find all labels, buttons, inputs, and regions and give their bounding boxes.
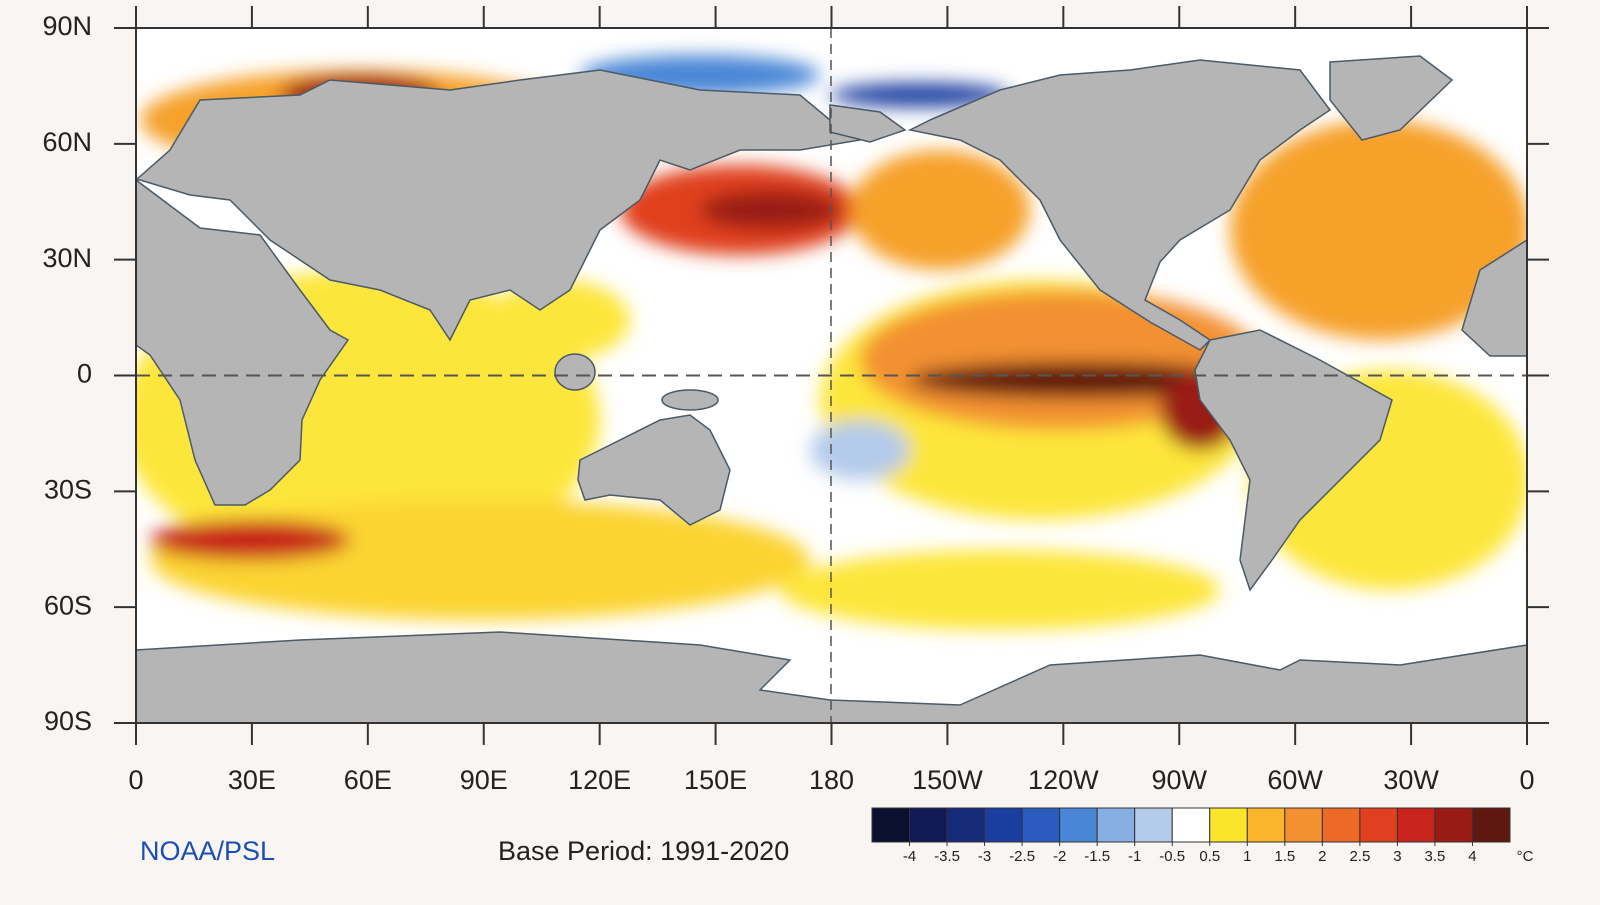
colorbar-swatch: [1396, 807, 1436, 843]
lon-tick-label: 30E: [228, 765, 276, 795]
land-chukotka: [829, 104, 907, 143]
lat-tick-label: 30S: [44, 474, 92, 504]
lat-tick-label: 30N: [42, 243, 92, 273]
land-antarctica: [136, 631, 1527, 723]
land-africa: [136, 179, 350, 506]
lon-tick-label: 0: [1519, 765, 1534, 795]
source-label: NOAA/PSL: [140, 836, 275, 866]
colorbar-label: 2.5: [1349, 848, 1370, 865]
land-eurasia: [136, 69, 862, 342]
base-period: Base Period: 1991-2020: [498, 836, 789, 866]
colorbar-swatch: [1096, 807, 1136, 843]
lat-tick-label: 90N: [42, 11, 92, 41]
colorbar-label: -4: [903, 848, 916, 865]
lat-tick-label: 60S: [44, 590, 92, 620]
colorbar-label: -2: [1053, 848, 1066, 865]
land-new-guinea: [661, 389, 719, 411]
colorbar-swatch: [1171, 807, 1211, 843]
colorbar-swatch: [1284, 807, 1323, 843]
lon-tick-label: 60E: [344, 765, 392, 795]
colorbar-label: -2.5: [1009, 848, 1035, 865]
colorbar-label: 3: [1393, 848, 1401, 865]
lon-tick-label: 180: [809, 765, 854, 795]
colorbar-label: -1: [1128, 848, 1141, 865]
lon-tick-label: 0: [128, 765, 143, 795]
colorbar-label: 1: [1243, 848, 1251, 865]
lon-tick-label: 30W: [1383, 765, 1439, 795]
lon-tick-label: 150E: [684, 765, 747, 795]
colorbar-label: 1.5: [1274, 848, 1295, 865]
colorbar-swatch: [871, 807, 911, 843]
colorbar-label: -3.5: [934, 848, 960, 865]
colorbar-label: 0.5: [1199, 848, 1220, 865]
land-africa-west: [1461, 239, 1527, 357]
colorbar-label: -0.5: [1159, 848, 1185, 865]
lon-tick-label: 90E: [460, 765, 508, 795]
land-borneo: [554, 353, 596, 391]
anomaly-field: [136, 28, 1527, 723]
lat-tick-label: 0: [77, 359, 92, 389]
colorbar-swatch: [1321, 807, 1361, 843]
land-australia: [577, 414, 731, 526]
colorbar-swatch: [984, 807, 1023, 843]
colorbar-swatch: [946, 807, 986, 843]
colorbar-label: 4: [1468, 848, 1476, 865]
colorbar-swatch: [1246, 807, 1286, 843]
colorbar-label: 3.5: [1425, 848, 1446, 865]
land-greenland: [1329, 55, 1454, 141]
lat-tick-label: 60N: [42, 127, 92, 157]
colorbar-swatch: [1209, 807, 1248, 843]
land-south-america: [1194, 329, 1393, 592]
colorbar-swatch: [1434, 807, 1473, 843]
lon-tick-label: 120E: [568, 765, 631, 795]
colorbar-label: -1.5: [1084, 848, 1110, 865]
land-north-america: [907, 59, 1332, 351]
lon-tick-label: 90W: [1151, 765, 1207, 795]
colorbar-swatch: [1059, 807, 1098, 843]
colorbar-swatch: [909, 807, 948, 843]
colorbar-swatch: [1359, 807, 1398, 843]
colorbar-label: -3: [978, 848, 991, 865]
colorbar-swatch: [1471, 807, 1511, 843]
colorbar-unit: °C: [1517, 848, 1534, 865]
lat-tick-label: 90S: [44, 706, 92, 736]
lon-tick-label: 60W: [1267, 765, 1323, 795]
lon-tick-label: 120W: [1028, 765, 1099, 795]
colorbar-swatch: [1021, 807, 1061, 843]
colorbar-swatch: [1134, 807, 1173, 843]
colorbar-label: 2: [1318, 848, 1326, 865]
lon-tick-label: 150W: [912, 765, 983, 795]
